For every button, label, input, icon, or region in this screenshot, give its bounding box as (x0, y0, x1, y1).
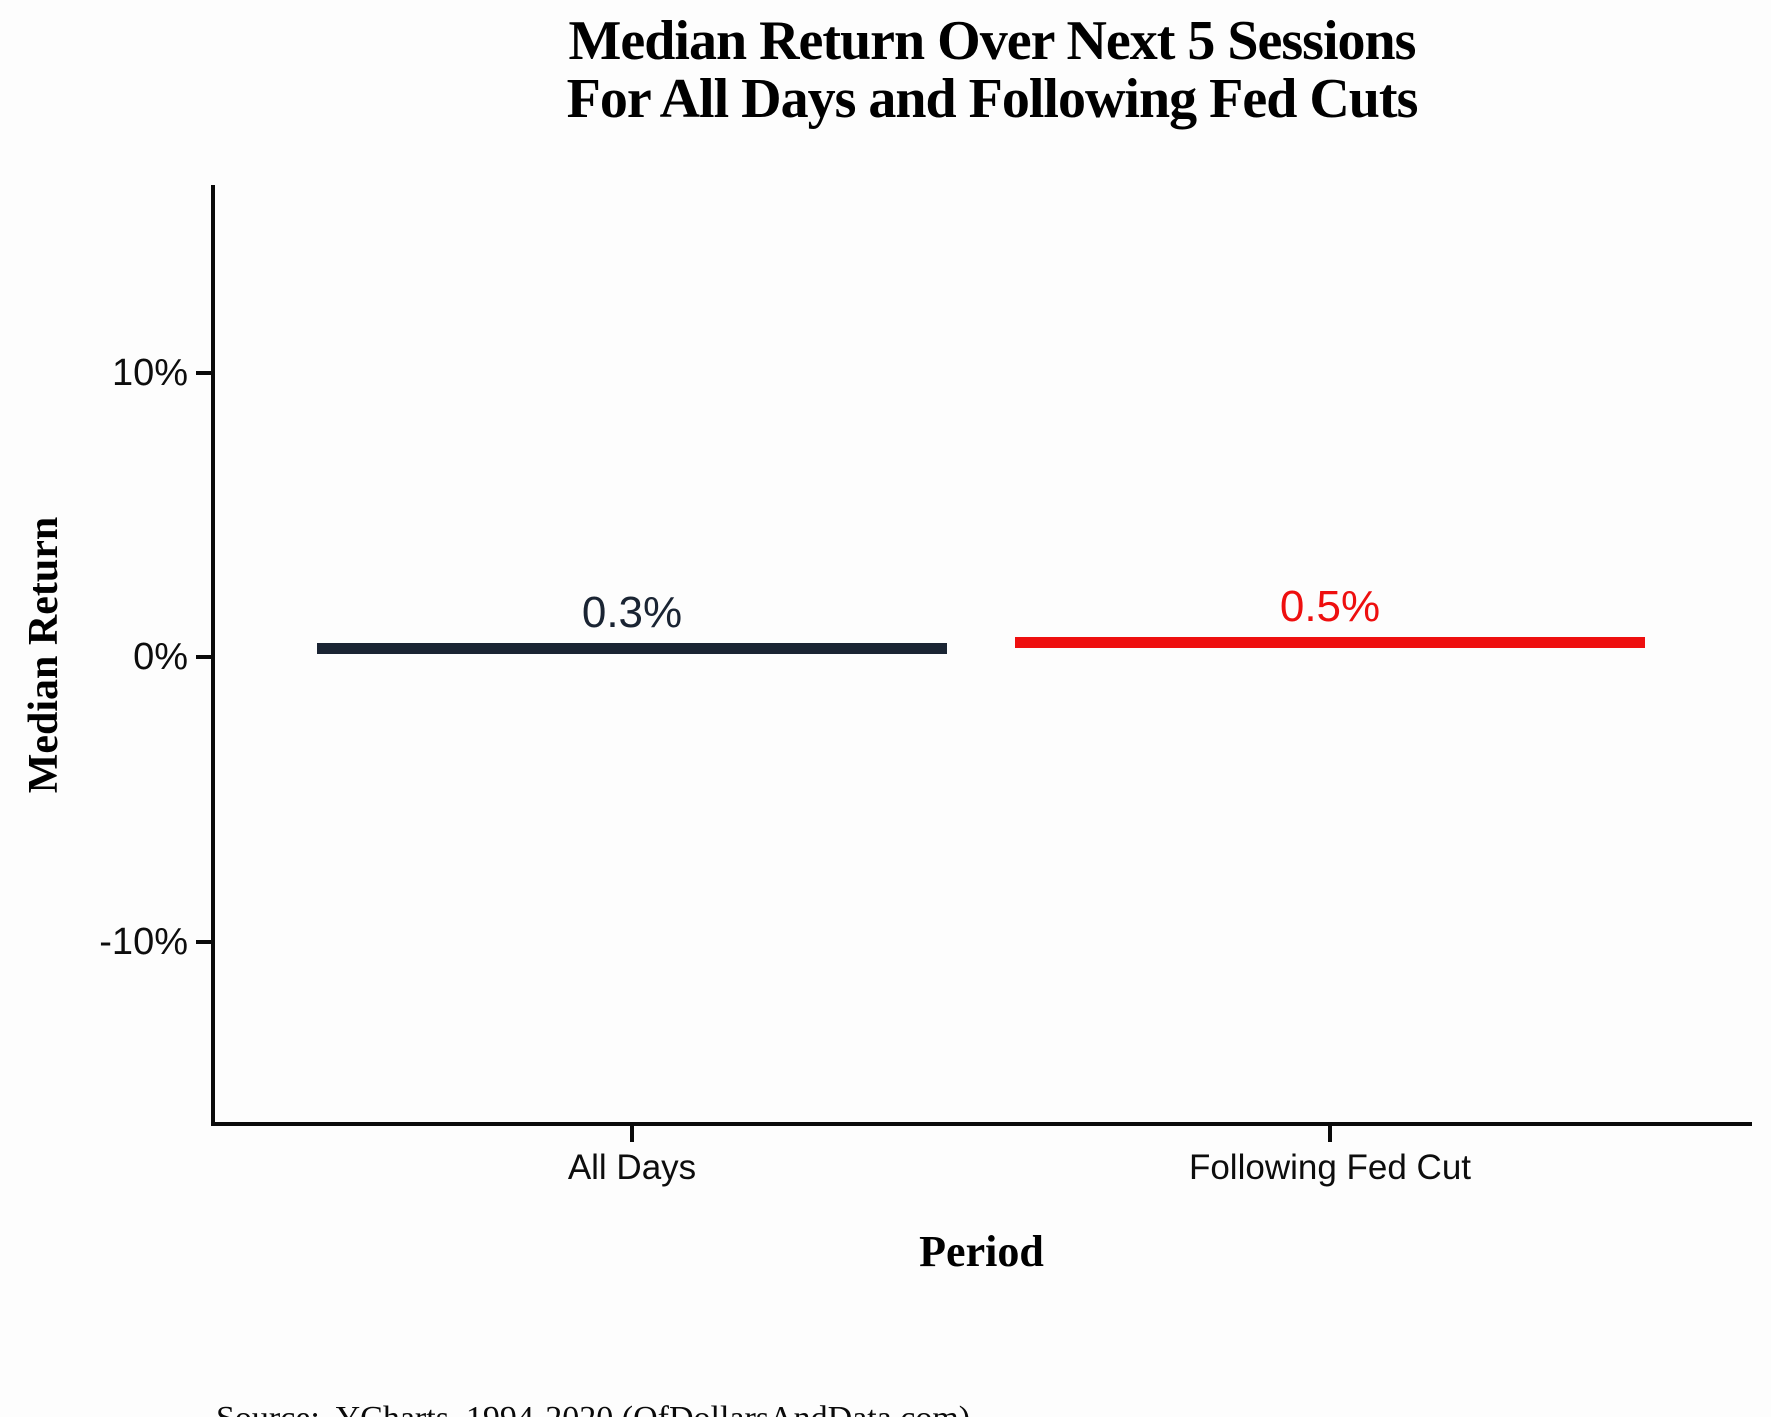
x-tick-mark-all-days (630, 1126, 634, 1142)
y-tick-mark (196, 370, 213, 375)
y-tick-label: 0% (133, 636, 188, 678)
bar-value-following-fed-cut: 0.5% (1279, 582, 1381, 632)
x-tick-mark-following-fed-cut (1328, 1126, 1332, 1142)
bar-value-all-days: 0.3% (581, 587, 683, 637)
x-tick-label-following-fed-cut: Following Fed Cut (1188, 1148, 1472, 1187)
y-tick-mark (196, 939, 213, 944)
x-axis-title: Period (919, 1227, 1044, 1276)
bar-all-days (317, 642, 947, 654)
y-axis-line (211, 185, 215, 1126)
y-tick-label: -10% (99, 920, 188, 963)
footer: Source: YCharts, 1994-2020 (OfDollarsAnd… (216, 1316, 1113, 1417)
bar-following-fed-cut (1015, 637, 1645, 649)
x-tick-label-all-days: All Days (567, 1148, 697, 1187)
chart-title-line1: Median Return Over Next 5 Sessions (568, 10, 1417, 72)
source-text: Source: YCharts, 1994-2020 (OfDollarsAnd… (216, 1398, 1113, 1417)
y-tick-mark (196, 655, 213, 659)
y-tick-label: 10% (111, 351, 188, 394)
x-axis-line (211, 1122, 1752, 1126)
chart-title: Median Return Over Next 5 Sessions For A… (213, 10, 1771, 131)
chart-title-line2: For All Days and Following Fed Cuts (566, 68, 1419, 131)
